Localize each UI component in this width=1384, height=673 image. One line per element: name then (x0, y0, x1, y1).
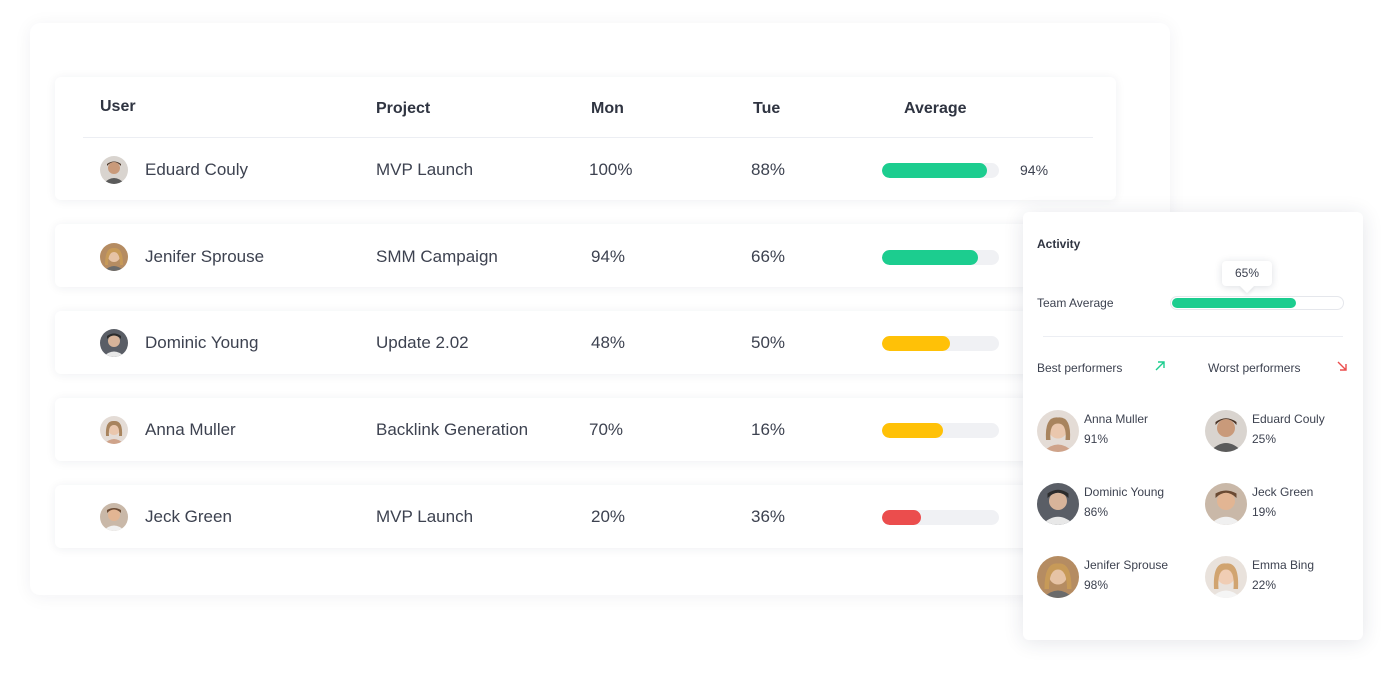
avatar (1037, 556, 1079, 598)
column-header-average: Average (904, 100, 967, 117)
activity-title: Activity (1037, 237, 1081, 251)
mon-value: 70% (589, 420, 624, 439)
avatar (1037, 410, 1079, 452)
average-bar-fill (882, 336, 950, 351)
average-value: 94% (1020, 162, 1049, 178)
avatar (1205, 410, 1247, 452)
column-header-project: Project (376, 100, 431, 117)
average-bar (882, 163, 999, 178)
performer-value: 25% (1252, 432, 1277, 446)
project-name: Update 2.02 (376, 333, 469, 352)
column-header-user: User (100, 98, 136, 115)
activity-divider (1043, 336, 1343, 337)
worst-performer[interactable]: Eduard Couly 25% (1205, 410, 1355, 452)
column-header-tue: Tue (753, 100, 781, 117)
team-average-bar[interactable] (1170, 296, 1344, 310)
user-name: Jenifer Sprouse (145, 247, 265, 266)
performer-name: Eduard Couly (1252, 412, 1325, 426)
performer-name: Jeck Green (1252, 485, 1314, 499)
worst-performer[interactable]: Jeck Green 19% (1205, 483, 1355, 525)
tue-value: 50% (751, 333, 786, 352)
project-name: MVP Launch (376, 160, 474, 179)
user-name: Jeck Green (145, 507, 232, 526)
user-name: Dominic Young (145, 333, 259, 352)
average-bar-fill (882, 510, 921, 525)
average-bar (882, 250, 999, 265)
activity-panel: Activity 65% Team Average Best performer… (1023, 212, 1363, 640)
avatar (1037, 483, 1079, 525)
team-average-label: Team Average (1037, 296, 1114, 310)
user-name: Anna Muller (145, 420, 236, 439)
mon-value: 100% (589, 160, 633, 179)
avatar (100, 416, 128, 444)
avatar (1205, 483, 1247, 525)
avatar (100, 503, 128, 531)
avatar (1205, 556, 1247, 598)
tue-value: 66% (751, 247, 786, 266)
average-bar (882, 423, 999, 438)
performer-value: 91% (1084, 432, 1109, 446)
project-name: Backlink Generation (376, 420, 529, 439)
mon-value: 20% (591, 507, 626, 526)
average-bar (882, 510, 999, 525)
tue-value: 88% (751, 160, 786, 179)
column-header-mon: Mon (591, 100, 624, 117)
best-performer[interactable]: Anna Muller 91% (1037, 410, 1187, 452)
performer-name: Jenifer Sprouse (1084, 558, 1169, 572)
performer-value: 19% (1252, 505, 1277, 519)
average-bar-fill (882, 163, 988, 178)
project-name: MVP Launch (376, 507, 474, 526)
performer-value: 98% (1084, 578, 1109, 592)
avatar (100, 243, 128, 271)
user-name: Eduard Couly (145, 160, 249, 179)
table-header-card (55, 77, 1116, 200)
mon-value: 94% (591, 247, 626, 266)
worst-performer[interactable]: Emma Bing 22% (1205, 556, 1355, 598)
tue-value: 16% (751, 420, 786, 439)
header-divider (83, 137, 1093, 138)
worst-performers-label: Worst performers (1208, 361, 1301, 375)
best-performers-label: Best performers (1037, 361, 1123, 375)
average-bar-fill (882, 423, 943, 438)
performer-name: Emma Bing (1252, 558, 1315, 572)
average-bar (882, 336, 999, 351)
mon-value: 48% (591, 333, 626, 352)
arrow-down-right-icon (1335, 359, 1349, 373)
tue-value: 36% (751, 507, 786, 526)
best-performer[interactable]: Dominic Young 86% (1037, 483, 1187, 525)
team-average-tooltip: 65% (1222, 261, 1272, 286)
performer-name: Anna Muller (1084, 412, 1149, 426)
arrow-up-right-icon (1153, 359, 1167, 373)
team-average-bar-fill (1172, 298, 1297, 308)
best-performer[interactable]: Jenifer Sprouse 98% (1037, 556, 1187, 598)
avatar (100, 156, 128, 184)
performer-value: 86% (1084, 505, 1109, 519)
performer-name: Dominic Young (1084, 485, 1165, 499)
average-bar-fill (882, 250, 978, 265)
project-name: SMM Campaign (376, 247, 498, 266)
performer-value: 22% (1252, 578, 1277, 592)
avatar (100, 329, 128, 357)
